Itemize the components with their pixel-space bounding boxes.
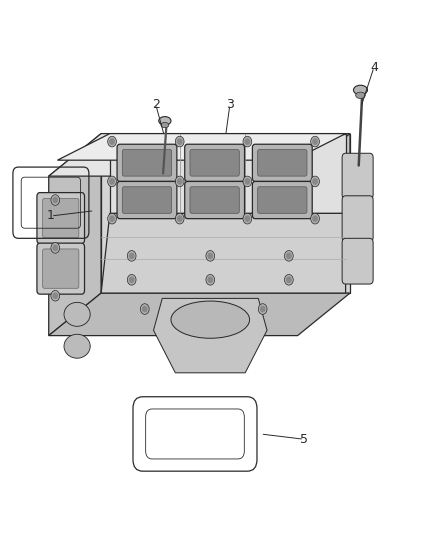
Circle shape (130, 253, 134, 259)
FancyBboxPatch shape (37, 243, 85, 294)
Circle shape (108, 213, 117, 224)
Circle shape (243, 136, 252, 147)
Circle shape (127, 274, 136, 285)
Circle shape (261, 306, 265, 312)
Ellipse shape (64, 334, 90, 358)
Polygon shape (101, 213, 346, 293)
Circle shape (258, 304, 267, 314)
FancyBboxPatch shape (342, 238, 373, 284)
FancyBboxPatch shape (185, 144, 244, 181)
Circle shape (243, 213, 252, 224)
Circle shape (245, 179, 250, 184)
Text: 1: 1 (47, 209, 55, 222)
Ellipse shape (353, 85, 367, 95)
Circle shape (143, 306, 147, 312)
FancyBboxPatch shape (185, 181, 244, 219)
Circle shape (311, 136, 319, 147)
Circle shape (175, 213, 184, 224)
Ellipse shape (171, 301, 250, 338)
Ellipse shape (64, 302, 90, 326)
Circle shape (245, 216, 250, 221)
Circle shape (313, 179, 317, 184)
Polygon shape (49, 134, 350, 176)
FancyBboxPatch shape (258, 150, 307, 176)
Polygon shape (57, 134, 346, 160)
FancyBboxPatch shape (117, 181, 177, 219)
Circle shape (175, 176, 184, 187)
Polygon shape (153, 298, 267, 373)
Circle shape (110, 216, 114, 221)
FancyBboxPatch shape (42, 249, 79, 288)
Circle shape (313, 216, 317, 221)
Text: 2: 2 (152, 98, 159, 111)
Circle shape (51, 290, 60, 301)
FancyBboxPatch shape (342, 154, 373, 199)
Circle shape (208, 253, 212, 259)
Circle shape (311, 213, 319, 224)
FancyBboxPatch shape (190, 187, 239, 213)
Circle shape (177, 139, 182, 144)
FancyBboxPatch shape (117, 144, 177, 181)
Circle shape (285, 251, 293, 261)
Circle shape (53, 197, 57, 203)
Ellipse shape (356, 92, 365, 99)
FancyBboxPatch shape (122, 150, 172, 176)
Circle shape (287, 253, 291, 259)
Text: 5: 5 (300, 433, 308, 446)
Polygon shape (49, 293, 350, 336)
Circle shape (208, 277, 212, 282)
FancyBboxPatch shape (37, 192, 85, 244)
Circle shape (177, 179, 182, 184)
Circle shape (108, 136, 117, 147)
Circle shape (177, 216, 182, 221)
Circle shape (108, 176, 117, 187)
Ellipse shape (159, 117, 171, 125)
Circle shape (141, 304, 149, 314)
FancyBboxPatch shape (252, 144, 312, 181)
Circle shape (313, 139, 317, 144)
Circle shape (53, 245, 57, 251)
Circle shape (206, 274, 215, 285)
Circle shape (287, 277, 291, 282)
FancyBboxPatch shape (190, 150, 239, 176)
Circle shape (127, 251, 136, 261)
Polygon shape (297, 134, 350, 293)
Circle shape (53, 293, 57, 298)
Circle shape (311, 176, 319, 187)
Circle shape (110, 179, 114, 184)
Ellipse shape (161, 123, 169, 128)
Circle shape (51, 243, 60, 253)
Circle shape (285, 274, 293, 285)
Text: 4: 4 (370, 61, 378, 74)
FancyBboxPatch shape (258, 187, 307, 213)
Circle shape (51, 195, 60, 205)
Circle shape (175, 136, 184, 147)
Circle shape (243, 176, 252, 187)
Circle shape (245, 139, 250, 144)
FancyBboxPatch shape (42, 198, 79, 238)
Circle shape (110, 139, 114, 144)
Circle shape (206, 251, 215, 261)
Polygon shape (49, 134, 101, 336)
Polygon shape (110, 134, 346, 213)
Text: 3: 3 (226, 98, 234, 111)
Polygon shape (101, 134, 350, 293)
FancyBboxPatch shape (122, 187, 172, 213)
Circle shape (130, 277, 134, 282)
FancyBboxPatch shape (342, 196, 373, 241)
FancyBboxPatch shape (252, 181, 312, 219)
